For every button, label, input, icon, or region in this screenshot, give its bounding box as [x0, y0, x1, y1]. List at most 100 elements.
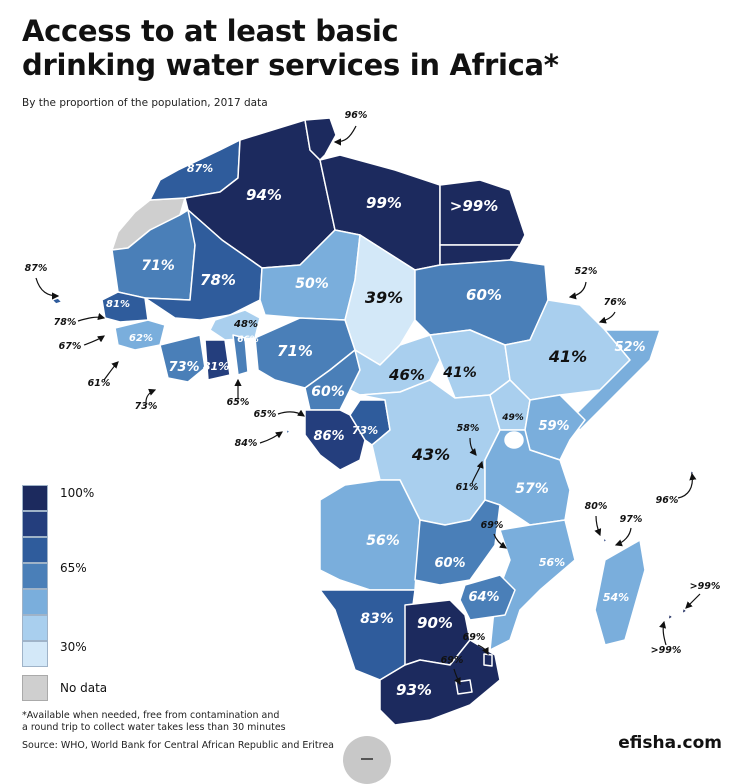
value-label-kenya: 59%	[538, 419, 569, 434]
callout-arrow-liberia	[145, 388, 157, 403]
legend-label-mid: 65%	[60, 561, 87, 575]
callout-label-seychelles: 96%	[656, 495, 679, 506]
value-label-guinea: 62%	[129, 333, 153, 344]
value-label-mauritania: 71%	[141, 258, 175, 274]
value-label-tanzania: 57%	[515, 481, 549, 497]
value-label-burkina: 48%	[233, 319, 258, 330]
callout-label-burundi: 61%	[456, 482, 479, 493]
value-label-libya: 99%	[366, 194, 402, 212]
subtitle: By the proportion of the population, 201…	[22, 97, 268, 109]
comoros-island	[602, 537, 608, 544]
value-label-congo: 73%	[352, 424, 378, 437]
region-south-africa	[379, 639, 501, 726]
callout-label-reunion: >99%	[651, 645, 682, 656]
callout-arrow-cabo-verde	[35, 277, 60, 300]
value-label-zimbabwe: 64%	[468, 590, 499, 605]
callout-arrow-reunion	[659, 620, 667, 646]
legend-swatch-no-data	[22, 675, 48, 701]
callout-arrow-lesotho	[453, 668, 461, 686]
callout-arrow-mauritius	[685, 593, 701, 609]
legend-swatch-5	[22, 589, 48, 615]
callout-arrow-sao-tome	[259, 431, 283, 444]
value-label-ghana: 81%	[203, 360, 229, 373]
value-label-egypt: >99%	[450, 197, 498, 215]
legend-swatch-2	[22, 511, 48, 537]
callout-arrow-seychelles	[677, 472, 697, 499]
source-note: Source: WHO, World Bank for Central Afri…	[22, 740, 335, 751]
callout-arrow-eswatini	[477, 644, 489, 656]
value-label-namibia: 83%	[360, 611, 394, 627]
callout-label-djibouti: 76%	[604, 297, 627, 308]
value-label-morocco: 87%	[187, 162, 213, 175]
lake-victoria	[504, 431, 524, 449]
value-label-botswana: 90%	[417, 614, 453, 632]
callout-label-rwanda: 58%	[457, 423, 480, 434]
legend-swatch-6	[22, 615, 48, 641]
legend-swatch-7	[22, 641, 48, 667]
callout-label-malawi: 69%	[481, 520, 504, 531]
value-label-senegal: 81%	[106, 299, 130, 310]
callout-arrow-sierra-leone	[103, 361, 119, 381]
value-label-chad: 39%	[365, 288, 403, 307]
footnote: *Available when needed, free from contam…	[22, 710, 286, 734]
callout-label-lesotho: 69%	[441, 655, 464, 666]
legend-label-bottom: 30%	[60, 640, 87, 654]
region-lesotho	[455, 679, 473, 695]
value-label-somalia: 52%	[614, 340, 645, 355]
title-line-1: Access to at least basic	[22, 14, 399, 48]
callout-label-gambia: 78%	[54, 317, 77, 328]
value-label-niger: 50%	[295, 276, 329, 292]
callout-label-sierra-leone: 61%	[88, 378, 111, 389]
mauritius-island	[681, 607, 688, 615]
callout-label-comoros: 80%	[585, 501, 608, 512]
region-zimbabwe	[459, 574, 516, 621]
region-somalia	[569, 329, 661, 431]
value-label-ethiopia: 41%	[548, 347, 587, 366]
value-label-gabon-congo: 86%	[313, 429, 344, 444]
value-label-cameroon: 60%	[311, 384, 345, 400]
title-line-2: drinking water services in Africa*	[22, 48, 559, 82]
region-tunisia	[304, 117, 337, 161]
legend-swatch-4	[22, 563, 48, 589]
callout-arrow-equatorial-guinea	[277, 409, 305, 417]
callout-label-liberia: 73%	[135, 401, 158, 412]
value-label-ivory-coast: 73%	[168, 360, 199, 375]
region-mozambique	[489, 519, 576, 651]
callout-label-equatorial-guinea: 65%	[254, 409, 277, 420]
region-benin	[232, 334, 249, 376]
region-namibia	[319, 589, 416, 681]
value-label-sudan: 60%	[466, 286, 502, 304]
africa-map: 87% 94% 99% >99% 71% 78% 50% 39% 60% 81% 48% 62% 73%…	[25, 110, 721, 726]
callout-arrow-guinea-bissau	[83, 335, 105, 346]
value-label-madagascar: 54%	[603, 591, 629, 604]
callout-label-comoros-97: 97%	[620, 514, 643, 525]
scroll-handle-icon[interactable]	[343, 736, 391, 784]
minus-icon	[361, 758, 373, 760]
value-label-uganda: 49%	[501, 413, 524, 423]
brand-logo: efisha.com	[618, 733, 722, 753]
callout-arrow-malawi	[493, 533, 507, 549]
region-ghana	[204, 339, 231, 381]
region-mali	[144, 209, 263, 321]
value-label-mozambique: 56%	[539, 556, 565, 569]
value-label-algeria: 94%	[246, 186, 282, 204]
value-label-south-africa: 93%	[396, 681, 432, 699]
callout-arrow-djibouti	[598, 311, 616, 324]
callout-arrow-comoros	[594, 515, 602, 537]
callout-label-sao-tome: 84%	[235, 438, 258, 449]
footnote-line-1: *Available when needed, free from contam…	[22, 710, 280, 721]
callout-label-eritrea: 52%	[575, 266, 598, 277]
callout-label-guinea-bissau: 67%	[59, 341, 82, 352]
reunion-island	[667, 613, 674, 621]
region-gabon-congo	[304, 409, 366, 471]
callout-arrow-comoros-97	[614, 527, 632, 547]
callout-arrow-eritrea	[568, 281, 587, 300]
legend-label-top: 100%	[60, 486, 95, 500]
value-label-zambia: 60%	[434, 556, 465, 571]
callout-label-cabo-verde: 87%	[25, 263, 48, 274]
value-label-car: 46%	[388, 366, 425, 384]
region-swaziland	[483, 653, 493, 667]
sao-tome-island	[285, 428, 291, 435]
callout-label-mauritius: >99%	[690, 581, 721, 592]
callout-arrow-gambia	[77, 313, 106, 322]
